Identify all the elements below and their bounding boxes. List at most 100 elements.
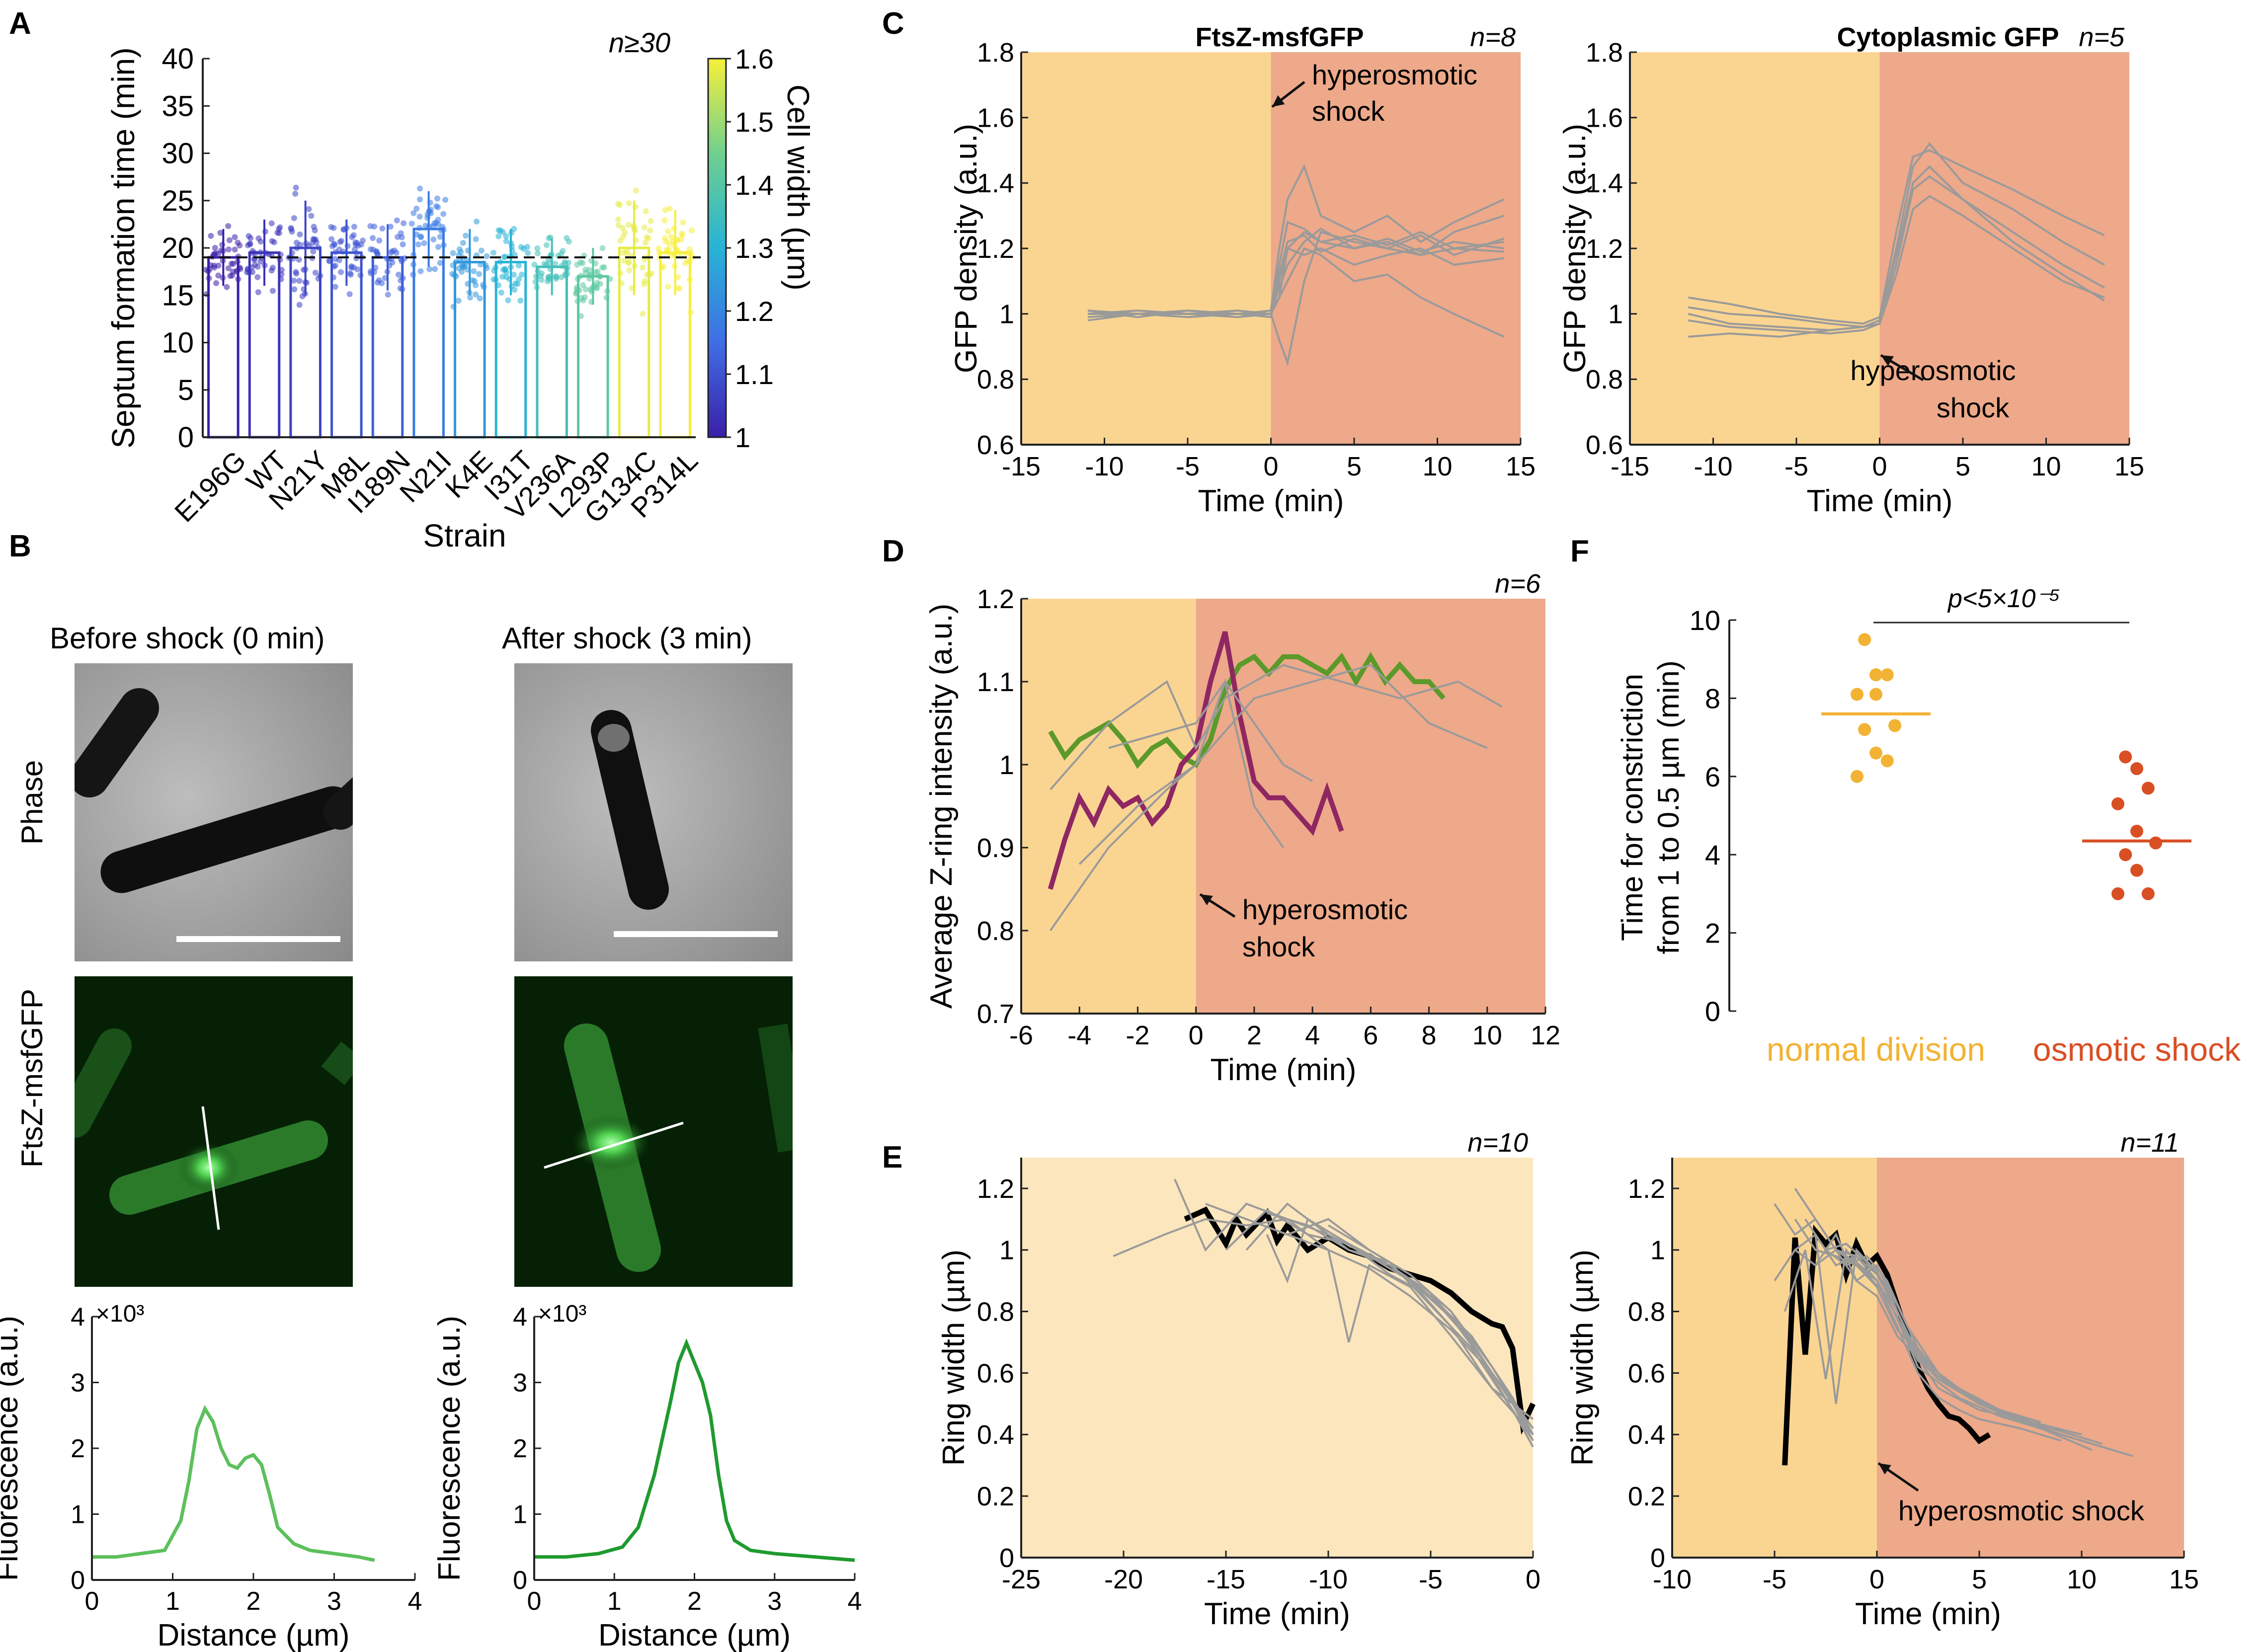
f-point [1851,688,1863,701]
d-x-tick-label: -2 [1126,1021,1149,1050]
a-point [597,281,603,287]
c2-x-tick-label: 5 [1955,452,1970,481]
f-point [1869,688,1882,701]
a-point [336,257,342,263]
d-annotation-line1: hyperosmotic [1242,894,1408,925]
a-point [620,225,626,232]
c2-y-axis-label: GFP density (a.u.) [1558,124,1592,373]
d-y-tick-label: 0.8 [977,916,1014,946]
c1-x-tick-label: -10 [1085,452,1124,481]
a-point [296,278,303,284]
a-point [224,284,230,290]
a-point [490,249,496,256]
a-point [291,286,298,293]
d-y-tick-label: 0.7 [977,999,1014,1029]
a-point [560,248,566,254]
a-point [678,236,684,243]
a-point [269,288,276,294]
a-point [311,236,318,243]
a-point [460,264,467,270]
d-x-tick-label: 6 [1363,1021,1378,1050]
a-point [675,285,681,292]
a-point [510,271,517,278]
c2-trace [1688,175,2105,331]
a-point [535,250,541,256]
a-point [417,185,423,192]
a-point [553,274,560,280]
f-y-tick-label: 8 [1705,683,1720,714]
a-point [626,258,632,265]
f-point [2149,836,2162,850]
a-point [219,241,226,248]
a-point [511,287,518,293]
a-point [430,236,437,243]
a-point [476,271,483,277]
a-point [503,238,509,244]
c1-x-tick-label: 15 [1506,452,1536,481]
e2-y-tick-label: 1.2 [1628,1174,1665,1204]
a-y-tick-label: 0 [178,421,194,454]
a-point [225,223,232,229]
a-point [330,225,337,231]
a-point [254,263,261,270]
f-point [2119,750,2132,764]
e2-x-tick-label: 5 [1972,1565,1987,1594]
a-point [332,284,338,290]
a-point [394,217,400,224]
b1-x-tick-label: 0 [85,1587,99,1616]
a-point [328,236,335,242]
b1-profile [92,1405,375,1562]
c1-y-tick-label: 1.8 [977,38,1014,68]
a-point [437,260,443,266]
a-point [503,233,509,239]
a-point [370,246,376,253]
b2-y-tick-label: 2 [513,1434,527,1463]
a-point [417,268,424,274]
e2-n-label: n=11 [2120,1128,2179,1158]
c2-y-tick-label: 1.8 [1586,38,1623,68]
c2-x-tick-label: -10 [1694,452,1732,481]
a-point [473,291,479,298]
c2-pre-shock-region [1630,52,1880,445]
b2-x-tick-label: 4 [848,1587,862,1616]
d-n-label: n=6 [1495,569,1541,599]
b2-y-axis-label: Fluorescence (a.u.) [432,1316,467,1581]
a-point [376,237,383,244]
a-point [215,262,222,269]
a-point [675,274,681,280]
phase-image-before-art [75,663,353,961]
b2-y-tick-label: 4 [513,1303,527,1332]
f-point [1888,719,1901,732]
a-point [580,282,586,288]
d-trace-gray3 [1078,664,1488,865]
c1-y-tick-label: 1.2 [977,234,1014,264]
a-point [503,269,510,276]
d-x-tick-label: 8 [1422,1021,1437,1050]
c1-y-tick-label: 1.6 [977,103,1014,133]
a-point [255,289,261,296]
d-x-axis-label: Time (min) [1211,1053,1357,1087]
a-x-axis-label: Strain [423,518,506,553]
d-annotation-line2: shock [1242,931,1315,962]
a-point [229,260,235,267]
f-point [1880,754,1894,768]
c2-trace [1688,165,2105,338]
a-point [247,241,253,247]
a-point [310,248,317,255]
b1-y-tick-label: 4 [71,1303,85,1332]
d-y-tick-label: 1.2 [977,584,1014,614]
a-point [624,247,630,254]
f-point [1869,668,1882,682]
gfp-image-before-art [75,976,353,1287]
a-colorbar-tick-label: 1.2 [735,296,774,327]
a-point [473,236,479,242]
c2-x-tick-label: -5 [1784,452,1808,481]
e2-annotation: hyperosmotic shock [1898,1495,2145,1526]
a-point [336,246,342,253]
a-point [663,238,669,245]
a-y-tick-label: 35 [162,90,194,122]
e2-y-tick-label: 0.2 [1628,1482,1665,1511]
a-point [382,275,388,281]
c2-y-tick-label: 1 [1608,300,1623,329]
d-y-tick-label: 0.9 [977,833,1014,863]
